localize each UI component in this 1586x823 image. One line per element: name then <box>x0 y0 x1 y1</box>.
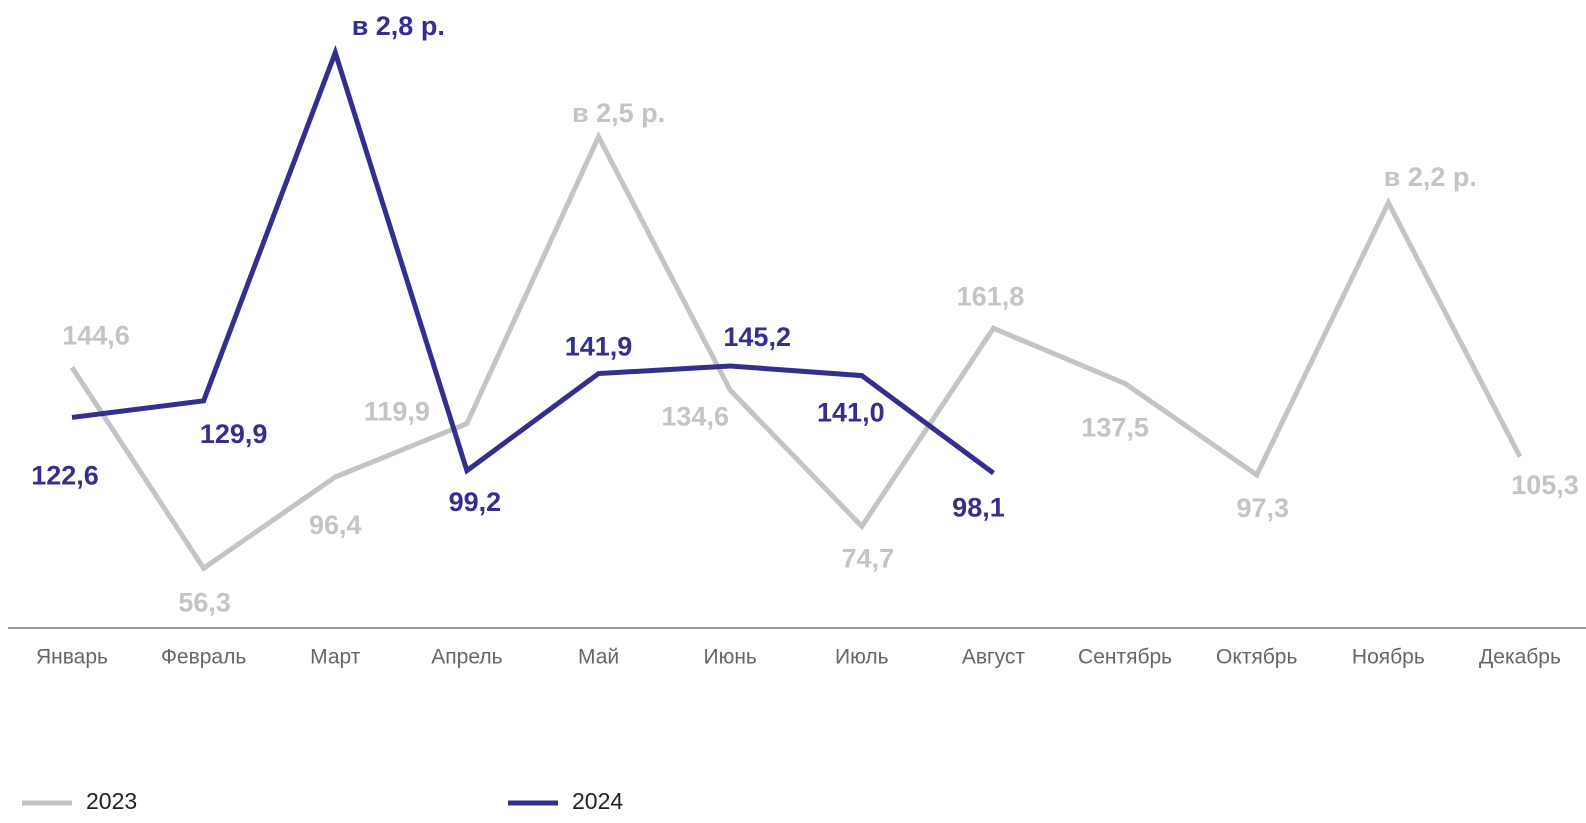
legend-label: 2023 <box>86 788 137 814</box>
data-label: 129,9 <box>200 419 268 449</box>
x-tick-label: Июль <box>835 646 889 669</box>
x-tick-label: Декабрь <box>1479 646 1561 669</box>
data-label: 122,6 <box>31 461 99 491</box>
data-label: 96,4 <box>309 510 362 540</box>
data-label: 105,3 <box>1511 470 1579 500</box>
series-line <box>69 131 1523 572</box>
data-label: 99,2 <box>449 487 502 517</box>
data-label: 134,6 <box>661 401 729 431</box>
annotation: в 2,5 р. <box>572 98 665 128</box>
data-label: 161,8 <box>957 281 1025 311</box>
data-label: 56,3 <box>178 587 231 617</box>
data-label: 141,0 <box>817 398 885 428</box>
data-label: 145,2 <box>723 322 791 352</box>
annotation: в 2,2 р. <box>1384 162 1477 192</box>
series-line <box>71 45 995 476</box>
x-tick-label: Сентябрь <box>1078 646 1172 669</box>
data-label: 144,6 <box>62 321 130 351</box>
x-tick-label: Март <box>310 646 361 669</box>
data-label: 74,7 <box>842 543 895 573</box>
x-tick-label: Ноябрь <box>1352 646 1425 669</box>
x-tick-label: Октябрь <box>1216 646 1297 669</box>
x-tick-label: Август <box>962 646 1026 669</box>
x-tick-label: Май <box>578 646 619 669</box>
annotation: в 2,8 р. <box>352 11 445 41</box>
data-label: 98,1 <box>952 492 1005 522</box>
data-label: 97,3 <box>1236 493 1289 523</box>
legend-label: 2024 <box>572 788 623 814</box>
x-tick-label: Апрель <box>431 646 502 669</box>
x-tick-label: Июнь <box>703 646 756 669</box>
x-tick-label: Февраль <box>161 646 246 669</box>
x-tick-label: Январь <box>36 646 108 669</box>
data-label: 119,9 <box>364 397 430 427</box>
data-label: 141,9 <box>565 332 633 362</box>
data-label: 137,5 <box>1081 413 1149 443</box>
